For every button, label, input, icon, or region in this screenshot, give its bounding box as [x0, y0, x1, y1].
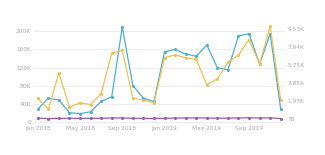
Number of Documents	[46, 118, 50, 120]
Number of Documents	[247, 117, 251, 119]
MRR	[68, 112, 72, 114]
Number of Documents	[205, 117, 209, 119]
Number of Seats	[205, 84, 209, 86]
Number of Seats	[120, 49, 124, 51]
Number of Documents	[162, 117, 166, 119]
MRR	[247, 33, 251, 35]
Number of Seats	[131, 97, 135, 99]
Number of Documents	[226, 117, 230, 119]
MRR	[237, 35, 240, 37]
Number of Seats	[237, 54, 240, 56]
Number of Documents	[89, 117, 93, 119]
Legend: MRR, Number of Seats, Number of Documents: MRR, Number of Seats, Number of Document…	[33, 0, 183, 3]
Number of Documents	[110, 117, 114, 119]
Number of Seats	[89, 104, 93, 106]
Number of Seats	[99, 93, 103, 95]
Number of Documents	[152, 117, 156, 119]
Line: MRR: MRR	[37, 26, 281, 114]
Number of Documents	[78, 117, 82, 119]
MRR	[99, 100, 103, 102]
Number of Seats	[36, 97, 40, 99]
Number of Seats	[57, 72, 61, 74]
Number of Documents	[68, 117, 72, 119]
Number of Seats	[68, 106, 72, 108]
MRR	[141, 97, 145, 99]
Number of Documents	[237, 117, 240, 119]
MRR	[194, 55, 198, 57]
Number of Seats	[194, 58, 198, 60]
MRR	[279, 108, 283, 110]
Number of Documents	[279, 118, 283, 120]
Number of Documents	[120, 117, 124, 119]
Number of Seats	[78, 102, 82, 104]
MRR	[173, 49, 177, 50]
Number of Documents	[194, 117, 198, 119]
Number of Documents	[141, 117, 145, 119]
Line: Number of Seats: Number of Seats	[37, 25, 281, 110]
Number of Documents	[36, 117, 40, 119]
Number of Seats	[258, 63, 262, 65]
Number of Seats	[141, 99, 145, 101]
MRR	[78, 113, 82, 115]
MRR	[120, 26, 124, 28]
MRR	[89, 111, 93, 113]
MRR	[205, 44, 209, 46]
Number of Documents	[173, 117, 177, 119]
Number of Seats	[247, 39, 251, 40]
Number of Documents	[99, 117, 103, 119]
Number of Seats	[226, 61, 230, 63]
MRR	[36, 108, 40, 110]
MRR	[226, 69, 230, 71]
MRR	[131, 85, 135, 86]
Number of Documents	[131, 117, 135, 119]
MRR	[110, 96, 114, 98]
MRR	[57, 99, 61, 101]
Number of Documents	[258, 117, 262, 119]
Number of Documents	[184, 117, 188, 119]
Number of Documents	[268, 117, 272, 119]
Number of Documents	[57, 117, 61, 119]
Number of Seats	[215, 78, 219, 80]
Line: Number of Documents: Number of Documents	[37, 117, 281, 119]
Number of Seats	[173, 54, 177, 56]
Number of Seats	[279, 99, 283, 101]
MRR	[162, 51, 166, 53]
Number of Documents	[215, 117, 219, 119]
MRR	[268, 33, 272, 35]
Number of Seats	[46, 108, 50, 110]
Number of Seats	[110, 52, 114, 54]
Number of Seats	[184, 57, 188, 59]
Number of Seats	[152, 102, 156, 104]
MRR	[184, 53, 188, 55]
MRR	[46, 97, 50, 99]
MRR	[152, 100, 156, 102]
MRR	[215, 67, 219, 69]
Number of Seats	[268, 25, 272, 27]
Number of Seats	[162, 57, 166, 59]
MRR	[258, 63, 262, 65]
